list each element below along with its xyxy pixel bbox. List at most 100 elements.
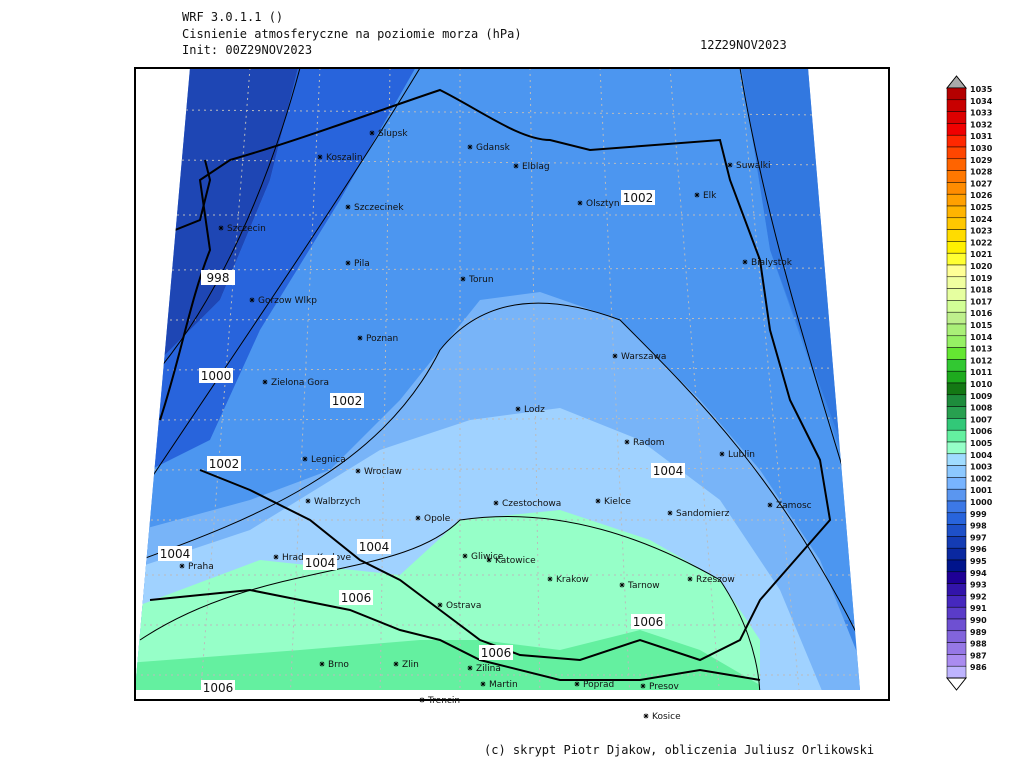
- colorbar-label: 1023: [970, 227, 992, 236]
- colorbar-box: [946, 642, 967, 655]
- city-label: Martin: [489, 680, 518, 690]
- city-label: Zlin: [402, 660, 419, 670]
- colorbar-box: [946, 241, 967, 254]
- city-label: Szczecinek: [354, 203, 404, 213]
- isobar-label: 1006: [203, 681, 234, 695]
- city-label: Praha: [188, 562, 214, 572]
- city-label: Kielce: [604, 497, 631, 507]
- city-label: Ostrava: [446, 601, 481, 611]
- colorbar-label: 997: [970, 533, 987, 542]
- colorbar-box: [946, 99, 967, 112]
- isobar-label-bg: [158, 546, 192, 561]
- city-marker: [317, 154, 323, 160]
- colorbar-box: [946, 111, 967, 124]
- colorbar-box: [946, 665, 967, 679]
- city-label: Wroclaw: [364, 467, 402, 477]
- isobar-label: 998: [207, 271, 230, 285]
- colorbar-box: [946, 606, 967, 620]
- colorbar-box: [946, 465, 967, 478]
- colorbar-label: 1014: [970, 333, 993, 342]
- colorbar-label: 1004: [970, 451, 993, 460]
- city-label: Czestochowa: [502, 499, 561, 509]
- colorbar-box: [946, 524, 967, 537]
- colorbar-label: 1016: [970, 309, 993, 318]
- colorbar-label: 1012: [970, 356, 992, 365]
- colorbar-box: [946, 441, 967, 455]
- city-marker: [493, 500, 499, 506]
- city-marker: [393, 661, 399, 667]
- city-marker: [619, 582, 625, 588]
- city-label: Szczecin: [227, 224, 266, 234]
- colorbar-label: 1030: [970, 144, 993, 153]
- city-label: Elblag: [522, 162, 550, 172]
- isobar-label: 1004: [160, 547, 191, 561]
- isobar-label: 1004: [653, 464, 684, 478]
- isobar-label: 1002: [332, 394, 363, 408]
- colorbar-box: [946, 477, 967, 490]
- isobar-label-bg: [339, 590, 373, 605]
- colorbar-label: 1026: [970, 191, 993, 200]
- valid-label: 12Z29NOV2023: [700, 38, 787, 52]
- city-label: Gorzow Wlkp: [258, 296, 317, 306]
- city-label: Zielona Gora: [271, 378, 329, 388]
- isobar-label: 1006: [633, 615, 664, 629]
- city-label: Zilina: [476, 664, 501, 674]
- city-marker: [319, 661, 325, 667]
- city-marker: [415, 515, 421, 521]
- city-marker: [767, 502, 773, 508]
- colorbar-box: [946, 170, 967, 183]
- colorbar-box: [946, 134, 967, 148]
- city-label: Katowice: [495, 556, 536, 566]
- isobar-label: 1002: [209, 457, 240, 471]
- colorbar-box: [946, 370, 967, 384]
- city-marker: [262, 379, 268, 385]
- colorbar-box: [946, 571, 967, 584]
- city-label: Walbrzych: [314, 497, 360, 507]
- colorbar-label: 1027: [970, 179, 992, 188]
- city-marker: [480, 681, 486, 687]
- colorbar-box: [946, 559, 967, 573]
- isobar-label-bg: [207, 456, 241, 471]
- colorbar-label: 1009: [970, 392, 993, 401]
- colorbar-box: [946, 654, 967, 667]
- city-label: Gliwice: [471, 552, 504, 562]
- colorbar-box: [946, 146, 967, 160]
- colorbar-box: [946, 123, 967, 136]
- city-marker: [513, 163, 519, 169]
- colorbar-box: [946, 182, 967, 195]
- city-marker: [577, 200, 583, 206]
- city-marker: [547, 576, 553, 582]
- frame: [134, 67, 890, 701]
- colorbar-label: 1010: [970, 380, 993, 389]
- city-label: Koszalin: [326, 153, 363, 163]
- city-marker: [742, 259, 748, 265]
- city-label: Olsztyn: [586, 199, 620, 209]
- city-marker: [357, 335, 363, 341]
- city-label: Suwalki: [736, 161, 771, 171]
- model-label: WRF 3.0.1.1 (): [182, 10, 283, 24]
- isobar: [139, 68, 860, 690]
- colorbar-box: [946, 335, 967, 348]
- colorbar-box: [946, 288, 967, 301]
- city-marker: [595, 498, 601, 504]
- colorbar-box: [946, 630, 967, 643]
- colorbar-box: [946, 406, 967, 419]
- colorbar-box: [946, 488, 967, 502]
- colorbar-label: 1028: [970, 168, 993, 177]
- city-label: Kosice: [652, 712, 681, 722]
- colorbar-label: 1013: [970, 345, 992, 354]
- colorbar-box: [946, 87, 967, 101]
- city-label: Opole: [424, 514, 451, 524]
- colorbar-box: [946, 536, 967, 549]
- city-marker: [640, 683, 646, 689]
- colorbar-label: 992: [970, 592, 987, 601]
- city-label: Slupsk: [378, 129, 408, 139]
- colorbar-label: 986: [970, 663, 987, 672]
- colorbar-label: 1007: [970, 415, 992, 424]
- city-label: Torun: [468, 275, 494, 285]
- colorbar-label: 1003: [970, 463, 992, 472]
- isobar-label: 1004: [305, 556, 336, 570]
- city-marker: [460, 276, 466, 282]
- isobar-label-bg: [631, 614, 665, 629]
